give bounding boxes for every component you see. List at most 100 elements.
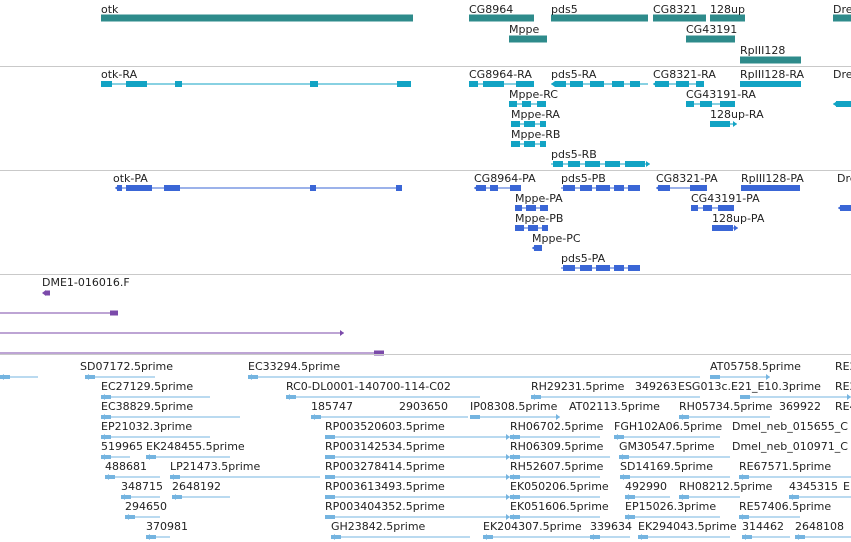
transcript-label[interactable]: Mppe-RB: [511, 128, 561, 141]
protein-pds5-pb-exon[interactable]: [563, 185, 575, 191]
est-line-block[interactable]: [614, 435, 624, 439]
protein-mppe-pb-exon[interactable]: [542, 225, 548, 231]
transcript-label[interactable]: CG8321-RA: [653, 68, 716, 81]
gene-label[interactable]: CG8321: [653, 3, 698, 16]
est-label[interactable]: GM30547.5prime: [619, 440, 715, 453]
protein-cg8964-pa-strand-arrow[interactable]: [474, 185, 478, 191]
est-line-arrow[interactable]: [847, 394, 851, 400]
est-label[interactable]: EC38829.5prime: [101, 400, 194, 413]
est-line-block[interactable]: [620, 475, 630, 479]
est-line-block[interactable]: [172, 495, 182, 499]
est-line-block[interactable]: [679, 415, 689, 419]
est-line-arrow[interactable]: [506, 434, 510, 440]
protein-cg43191-pa-exon[interactable]: [703, 205, 712, 211]
transcript-rpiii128-ra[interactable]: [740, 81, 801, 87]
est-line-arrow[interactable]: [101, 394, 105, 400]
est-line-block[interactable]: [331, 535, 341, 539]
transcript-mppe-rb-exon[interactable]: [511, 141, 520, 147]
est-label[interactable]: RE67571.5prime: [739, 460, 832, 473]
est-line-arrow[interactable]: [146, 534, 150, 540]
est-line-arrow[interactable]: [614, 434, 618, 440]
est-label[interactable]: 339634: [590, 520, 632, 533]
est-line-arrow[interactable]: [331, 534, 335, 540]
protein-label[interactable]: CG8964-PA: [474, 172, 536, 185]
protein-label[interactable]: pds5-PB: [561, 172, 606, 185]
est-line-arrow[interactable]: [625, 494, 629, 500]
transcript-pds5-rb-exon[interactable]: [568, 161, 580, 167]
est-line-block[interactable]: [101, 415, 111, 419]
est-line-arrow[interactable]: [506, 474, 510, 480]
est-line-arrow[interactable]: [506, 494, 510, 500]
protein-otk-pa-exon[interactable]: [164, 185, 180, 191]
est-line-block[interactable]: [170, 475, 180, 479]
est-line-block[interactable]: [483, 535, 493, 539]
est-label[interactable]: EK051606.5prime: [510, 500, 609, 513]
est-label[interactable]: 2903650: [399, 400, 448, 413]
est-label[interactable]: GH23842.5prime: [331, 520, 426, 533]
protein-rpiii128-pa-strand-arrow[interactable]: [796, 185, 800, 191]
protein-otk-pa-exon[interactable]: [117, 185, 122, 191]
est-label[interactable]: RP003404352.5prime: [325, 500, 445, 513]
protein-cg8321-pa-strand-arrow[interactable]: [656, 185, 660, 191]
est-label[interactable]: RE2: [835, 380, 851, 393]
cdna-label[interactable]: DME1-016016.F: [42, 276, 130, 289]
est-line-arrow[interactable]: [619, 454, 623, 460]
est-label[interactable]: 369922: [779, 400, 821, 413]
transcript-mppe-ra-exon[interactable]: [524, 121, 535, 127]
est-label[interactable]: 2648192: [172, 480, 221, 493]
est-line-block[interactable]: [470, 415, 480, 419]
est-line-arrow[interactable]: [679, 414, 683, 420]
est-label[interactable]: EK294043.5prime: [638, 520, 737, 533]
protein-dre-exon[interactable]: [840, 205, 851, 211]
est-line-arrow[interactable]: [248, 374, 252, 380]
est-line-arrow[interactable]: [483, 534, 487, 540]
transcript-pds5-rb-exon[interactable]: [625, 161, 645, 167]
est-line-arrow[interactable]: [125, 514, 129, 520]
est-label[interactable]: 370981: [146, 520, 188, 533]
protein-pds5-pa-exon[interactable]: [628, 265, 640, 271]
est-label[interactable]: RH52607.5prime: [510, 460, 604, 473]
protein-pds5-pb-exon[interactable]: [596, 185, 610, 191]
est-line-block[interactable]: [510, 435, 520, 439]
transcript-pds5-rb-exon[interactable]: [585, 161, 600, 167]
est-line-arrow[interactable]: [531, 394, 535, 400]
est-label[interactable]: EK248455.5prime: [146, 440, 245, 453]
transcript-mppe-ra-exon[interactable]: [511, 121, 520, 127]
est-line-block[interactable]: [325, 455, 335, 459]
est-line-arrow[interactable]: [85, 374, 89, 380]
est-label[interactable]: 348715: [121, 480, 163, 493]
est-line-block[interactable]: [739, 475, 749, 479]
protein-128up-pa-exon[interactable]: [712, 225, 733, 231]
transcript-mppe-rb-exon[interactable]: [524, 141, 535, 147]
protein-label[interactable]: CG43191-PA: [691, 192, 760, 205]
protein-label[interactable]: otk-PA: [113, 172, 148, 185]
transcript-rpiii128-ra-strand-arrow[interactable]: [797, 81, 801, 87]
est-line-block[interactable]: [742, 535, 752, 539]
est-line-block[interactable]: [101, 435, 111, 439]
gene-label[interactable]: Mppe: [509, 23, 540, 36]
transcript-label[interactable]: CG8964-RA: [469, 68, 532, 81]
est-label[interactable]: ESG013c.E21_E10.3prime: [678, 380, 821, 393]
cdna-dme1-016016f[interactable]: [42, 290, 46, 296]
est-line-block[interactable]: [325, 515, 335, 519]
gene-rpiii128[interactable]: [740, 56, 801, 64]
est-line-block[interactable]: [105, 475, 115, 479]
est-line-block[interactable]: [679, 495, 689, 499]
est-label[interactable]: RE4: [835, 400, 851, 413]
transcript-label[interactable]: Mppe-RC: [509, 88, 558, 101]
est-line-block[interactable]: [325, 435, 335, 439]
protein-cg8964-pa-exon[interactable]: [510, 185, 521, 191]
gene-cg43191[interactable]: [686, 35, 735, 43]
gene-label[interactable]: CG8964: [469, 3, 514, 16]
est-line-arrow[interactable]: [286, 394, 290, 400]
est-line-arrow[interactable]: [506, 454, 510, 460]
protein-pds5-pa-strand-arrow[interactable]: [636, 265, 640, 271]
transcript-label[interactable]: Mppe-RA: [511, 108, 560, 121]
transcript-otk-ra-exon[interactable]: [397, 81, 411, 87]
est-line-block[interactable]: [625, 515, 635, 519]
gene-dre[interactable]: [833, 14, 851, 22]
est-label[interactable]: Dmel_neb_015655_C: [732, 420, 848, 433]
transcript-cg8321-ra-exon[interactable]: [655, 81, 669, 87]
transcript-pds5-ra-exon[interactable]: [555, 81, 566, 87]
est-line-block[interactable]: [739, 515, 749, 519]
